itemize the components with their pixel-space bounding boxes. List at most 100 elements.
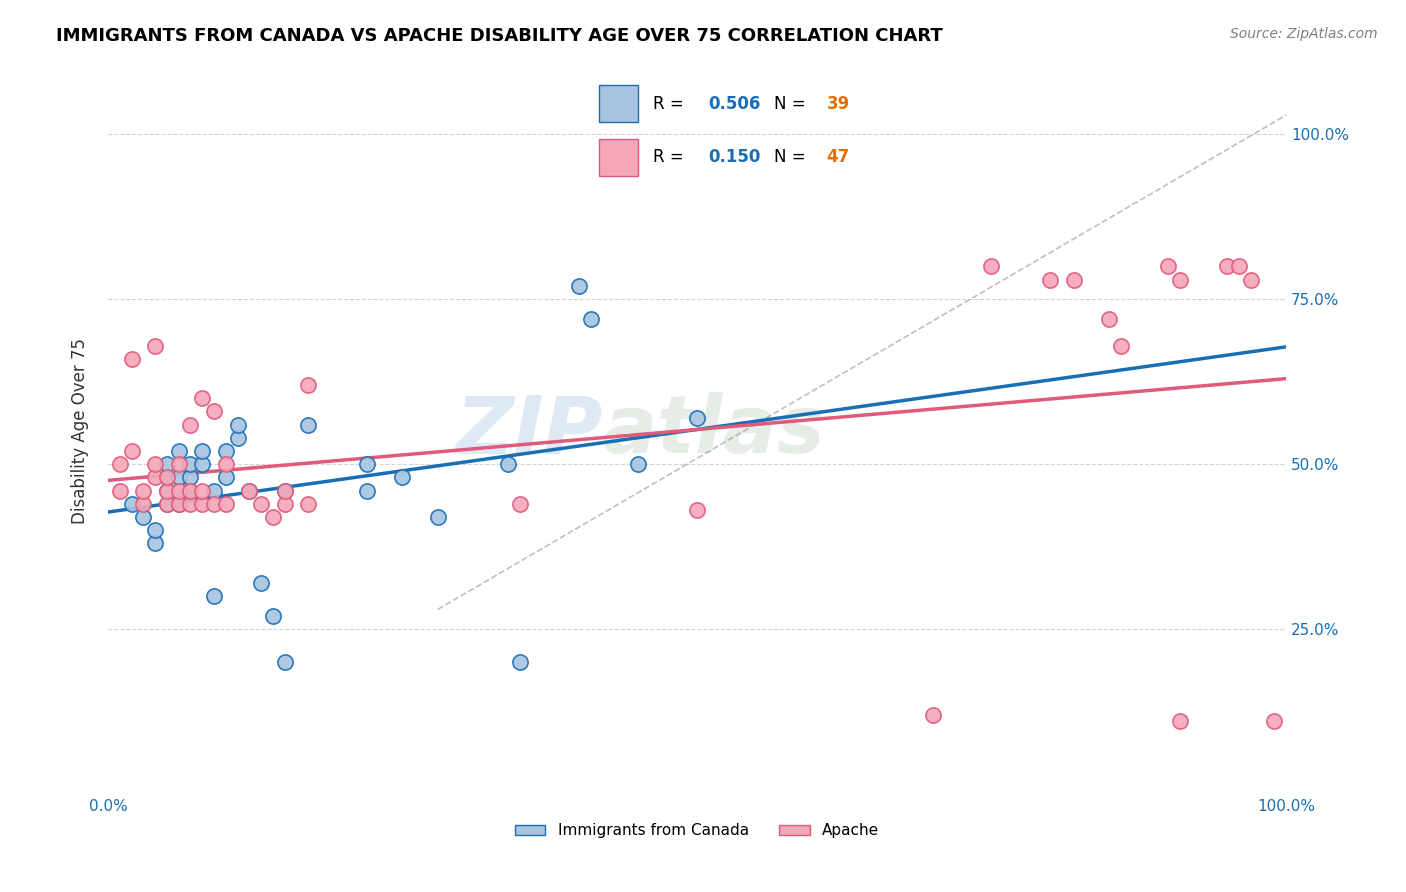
Text: Source: ZipAtlas.com: Source: ZipAtlas.com [1230, 27, 1378, 41]
Point [143, 523, 166, 537]
Point [980, 260, 1002, 274]
Point [132, 510, 155, 524]
Text: ZIP: ZIP [456, 392, 603, 470]
Point [143, 457, 166, 471]
Point [262, 510, 284, 524]
Point [238, 483, 260, 498]
Point [179, 483, 201, 498]
Point [179, 483, 201, 498]
Point [498, 457, 520, 471]
FancyBboxPatch shape [599, 86, 638, 122]
Point [509, 497, 531, 511]
Point [1063, 272, 1085, 286]
Point [191, 392, 214, 406]
Point [167, 457, 190, 471]
Point [191, 444, 214, 458]
Point [167, 497, 190, 511]
Point [921, 707, 943, 722]
Text: R =: R = [652, 95, 689, 112]
Text: 39: 39 [827, 95, 851, 112]
Point [627, 457, 650, 471]
Point [215, 470, 238, 484]
Point [167, 444, 190, 458]
Point [156, 483, 179, 498]
Point [509, 655, 531, 669]
Point [1168, 272, 1191, 286]
Point [686, 503, 709, 517]
Point [202, 497, 225, 511]
Point [1109, 338, 1132, 352]
Point [273, 483, 295, 498]
Point [191, 497, 214, 511]
Text: 0.506: 0.506 [709, 95, 761, 112]
Point [250, 497, 273, 511]
Point [202, 404, 225, 418]
Point [250, 576, 273, 591]
Point [1216, 260, 1239, 274]
Point [426, 510, 449, 524]
Point [297, 417, 319, 432]
Point [238, 483, 260, 498]
Point [167, 497, 190, 511]
Point [579, 312, 602, 326]
Text: R =: R = [652, 148, 689, 166]
Point [108, 483, 131, 498]
Point [143, 470, 166, 484]
Point [686, 411, 709, 425]
Point [1263, 714, 1285, 729]
Point [132, 497, 155, 511]
Point [1039, 272, 1062, 286]
Point [1227, 260, 1250, 274]
Point [156, 497, 179, 511]
Point [167, 483, 190, 498]
Point [215, 497, 238, 511]
Point [1239, 272, 1261, 286]
Point [191, 457, 214, 471]
Point [167, 483, 190, 498]
Point [356, 483, 378, 498]
Point [132, 483, 155, 498]
Point [273, 483, 295, 498]
Text: N =: N = [773, 148, 810, 166]
Point [143, 338, 166, 352]
Point [167, 470, 190, 484]
Point [215, 457, 238, 471]
Point [1168, 714, 1191, 729]
Point [121, 351, 143, 366]
Point [356, 457, 378, 471]
Point [179, 457, 201, 471]
Point [156, 497, 179, 511]
Point [262, 609, 284, 624]
Text: 47: 47 [827, 148, 851, 166]
Point [1157, 260, 1180, 274]
Point [215, 444, 238, 458]
Point [156, 470, 179, 484]
Text: atlas: atlas [603, 392, 825, 470]
Point [156, 470, 179, 484]
Point [156, 457, 179, 471]
Point [1098, 312, 1121, 326]
Point [202, 483, 225, 498]
Point [191, 483, 214, 498]
Point [108, 457, 131, 471]
Point [121, 444, 143, 458]
FancyBboxPatch shape [599, 138, 638, 176]
Point [273, 655, 295, 669]
Point [156, 483, 179, 498]
Point [226, 417, 249, 432]
Point [568, 279, 591, 293]
Point [297, 497, 319, 511]
Point [297, 378, 319, 392]
Point [179, 497, 201, 511]
Point [202, 589, 225, 603]
Text: N =: N = [773, 95, 810, 112]
Point [179, 470, 201, 484]
Point [226, 431, 249, 445]
Point [179, 417, 201, 432]
Point [143, 536, 166, 550]
Text: IMMIGRANTS FROM CANADA VS APACHE DISABILITY AGE OVER 75 CORRELATION CHART: IMMIGRANTS FROM CANADA VS APACHE DISABIL… [56, 27, 943, 45]
Point [273, 497, 295, 511]
Point [121, 497, 143, 511]
Y-axis label: Disability Age Over 75: Disability Age Over 75 [72, 338, 89, 524]
Text: 0.150: 0.150 [709, 148, 761, 166]
